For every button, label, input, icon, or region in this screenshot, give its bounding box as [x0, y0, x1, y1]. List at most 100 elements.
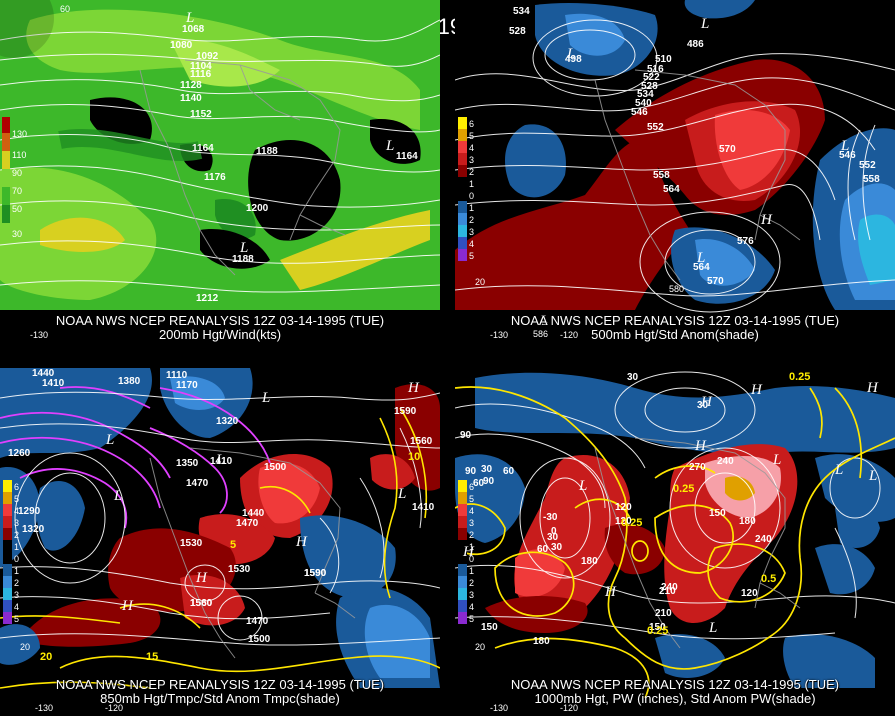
caption-source: NOAA NWS NCEP REANALYSIS 12Z 03-14-1995 … [510, 677, 840, 692]
contour-label: 498 [565, 54, 582, 65]
isotherm-label: 20 [40, 651, 52, 663]
contour-label: 60 [473, 478, 485, 489]
legend-label: 6 [14, 482, 19, 492]
lon-label: -120 [560, 703, 578, 713]
contour-label: 1470 [186, 478, 209, 489]
contour-label: 180 [533, 636, 550, 647]
caption-field: 200mb Hgt/Wind(kts) [158, 327, 282, 342]
legend-label: 3 [469, 155, 474, 165]
legend-label: 5 [469, 494, 474, 504]
contour-label: 150 [709, 508, 726, 519]
contour-label: 270 [689, 462, 706, 473]
contour-label: 486 [687, 39, 704, 50]
contour-label: 240 [717, 456, 734, 467]
lat-label: 60 [60, 4, 70, 14]
low-marker: L [105, 432, 114, 448]
lon-label: -130 [490, 330, 508, 340]
panel-200mb: 130 110 90 70 50 30 60 -130 1068 1080 10… [0, 0, 440, 343]
contour-label: 1176 [204, 172, 226, 183]
low-marker: L [261, 390, 270, 406]
legend-label: 0 [14, 554, 19, 564]
contour-label: 516 [647, 64, 664, 75]
low-marker: L [840, 138, 849, 154]
contour-label: 1188 [256, 146, 278, 157]
contour-label: 1350 [176, 458, 199, 469]
isotherm-label: 10 [408, 451, 420, 463]
high-marker: H [604, 584, 617, 600]
lat-label: 20 [475, 642, 485, 652]
pw-label: 0.25 [621, 517, 642, 529]
panel-850mb: 6 5 4 3 2 1 0 1 2 3 4 5 20 -130 -120 144… [0, 368, 440, 716]
contour-label: 558 [863, 174, 880, 185]
lon-label: -120 [560, 330, 578, 340]
contour-label: 570 [719, 144, 736, 155]
contour-label: 564 [693, 262, 710, 273]
legend-label: 5 [14, 614, 19, 624]
contour-label: 1590 [304, 568, 327, 579]
contour-label: 1500 [248, 634, 271, 645]
contour-label: 210 [659, 586, 676, 597]
legend-label: 30 [12, 229, 22, 239]
contour-label: 580 [669, 284, 684, 294]
legend-label: 70 [12, 186, 22, 196]
contour-label: 570 [707, 276, 724, 287]
contour-label: 1590 [304, 568, 327, 579]
high-marker: H [866, 380, 879, 396]
contour-label: 1590 [394, 406, 417, 417]
contour-label: 546 [839, 150, 856, 161]
isotherm-label: 15 [146, 651, 158, 663]
lat-label: 20 [20, 642, 30, 652]
high-marker: H [295, 534, 308, 550]
caption-source: NOAA NWS NCEP REANALYSIS 12Z 03-14-1995 … [55, 313, 385, 328]
contour-label: 1470 [236, 518, 259, 529]
low-marker: L [397, 486, 406, 502]
legend-850mb: 6 5 4 3 2 1 0 1 2 3 4 5 [3, 480, 19, 624]
legend-label: 50 [12, 204, 22, 214]
contour-label: 60 [537, 544, 549, 555]
contour-label: 30 [481, 464, 493, 475]
contour-label: 586 [533, 329, 548, 339]
contour-label: 1530 [180, 538, 203, 549]
map-850mb: 6 5 4 3 2 1 0 1 2 3 4 5 20 -130 -120 144… [0, 368, 440, 716]
contour-label: 1200 [246, 203, 269, 214]
legend-label: 2 [469, 215, 474, 225]
contour-label: 1152 [190, 109, 212, 120]
contour-label: 1164 [396, 151, 418, 162]
contour-label: 558 [653, 170, 670, 181]
contour-label: 210 [655, 608, 672, 619]
contour-label: 1560 [190, 598, 213, 609]
legend-200mb: 130 110 90 70 50 30 [2, 117, 27, 239]
legend-label: 3 [14, 590, 19, 600]
contour-label: 534 [637, 89, 654, 100]
legend-label: 2 [469, 578, 474, 588]
low-marker: L [185, 10, 194, 26]
contour-label: 120 [615, 502, 632, 513]
legend-label: 2 [469, 530, 474, 540]
legend-500mb: 6 5 4 3 2 1 0 1 2 3 4 5 [458, 117, 474, 261]
contour-label: 552 [859, 160, 876, 171]
low-marker: L [239, 240, 248, 256]
legend-label: 90 [12, 168, 22, 178]
panel-500mb: 6 5 4 3 2 1 0 1 2 3 4 5 20 -130 -120 586… [455, 0, 895, 343]
legend-label: 3 [469, 590, 474, 600]
legend-label: 1 [14, 542, 19, 552]
map-500mb: 6 5 4 3 2 1 0 1 2 3 4 5 20 -130 -120 586… [455, 0, 895, 343]
lon-label: -130 [30, 330, 48, 340]
contour-label: 1110 [166, 370, 188, 381]
lat-label: 20 [475, 277, 485, 287]
contour-label: 1320 [216, 416, 239, 427]
low-marker: L [566, 46, 575, 62]
contour-label: 240 [661, 582, 678, 593]
contour-label: 150 [649, 622, 666, 633]
lon-label: -130 [490, 703, 508, 713]
legend-label: 5 [469, 251, 474, 261]
isotherm-label: 5 [230, 539, 236, 551]
legend-label: 2 [469, 167, 474, 177]
high-marker: H [760, 212, 773, 228]
contour-label: 1164 [192, 143, 214, 154]
contour-label: 1530 [228, 564, 251, 575]
caption-field: 500mb Hgt/Std Anom(shade) [591, 327, 759, 342]
contour-label: 1560 [410, 436, 433, 447]
contour-label: 576 [737, 236, 754, 247]
legend-label: 1 [469, 203, 474, 213]
